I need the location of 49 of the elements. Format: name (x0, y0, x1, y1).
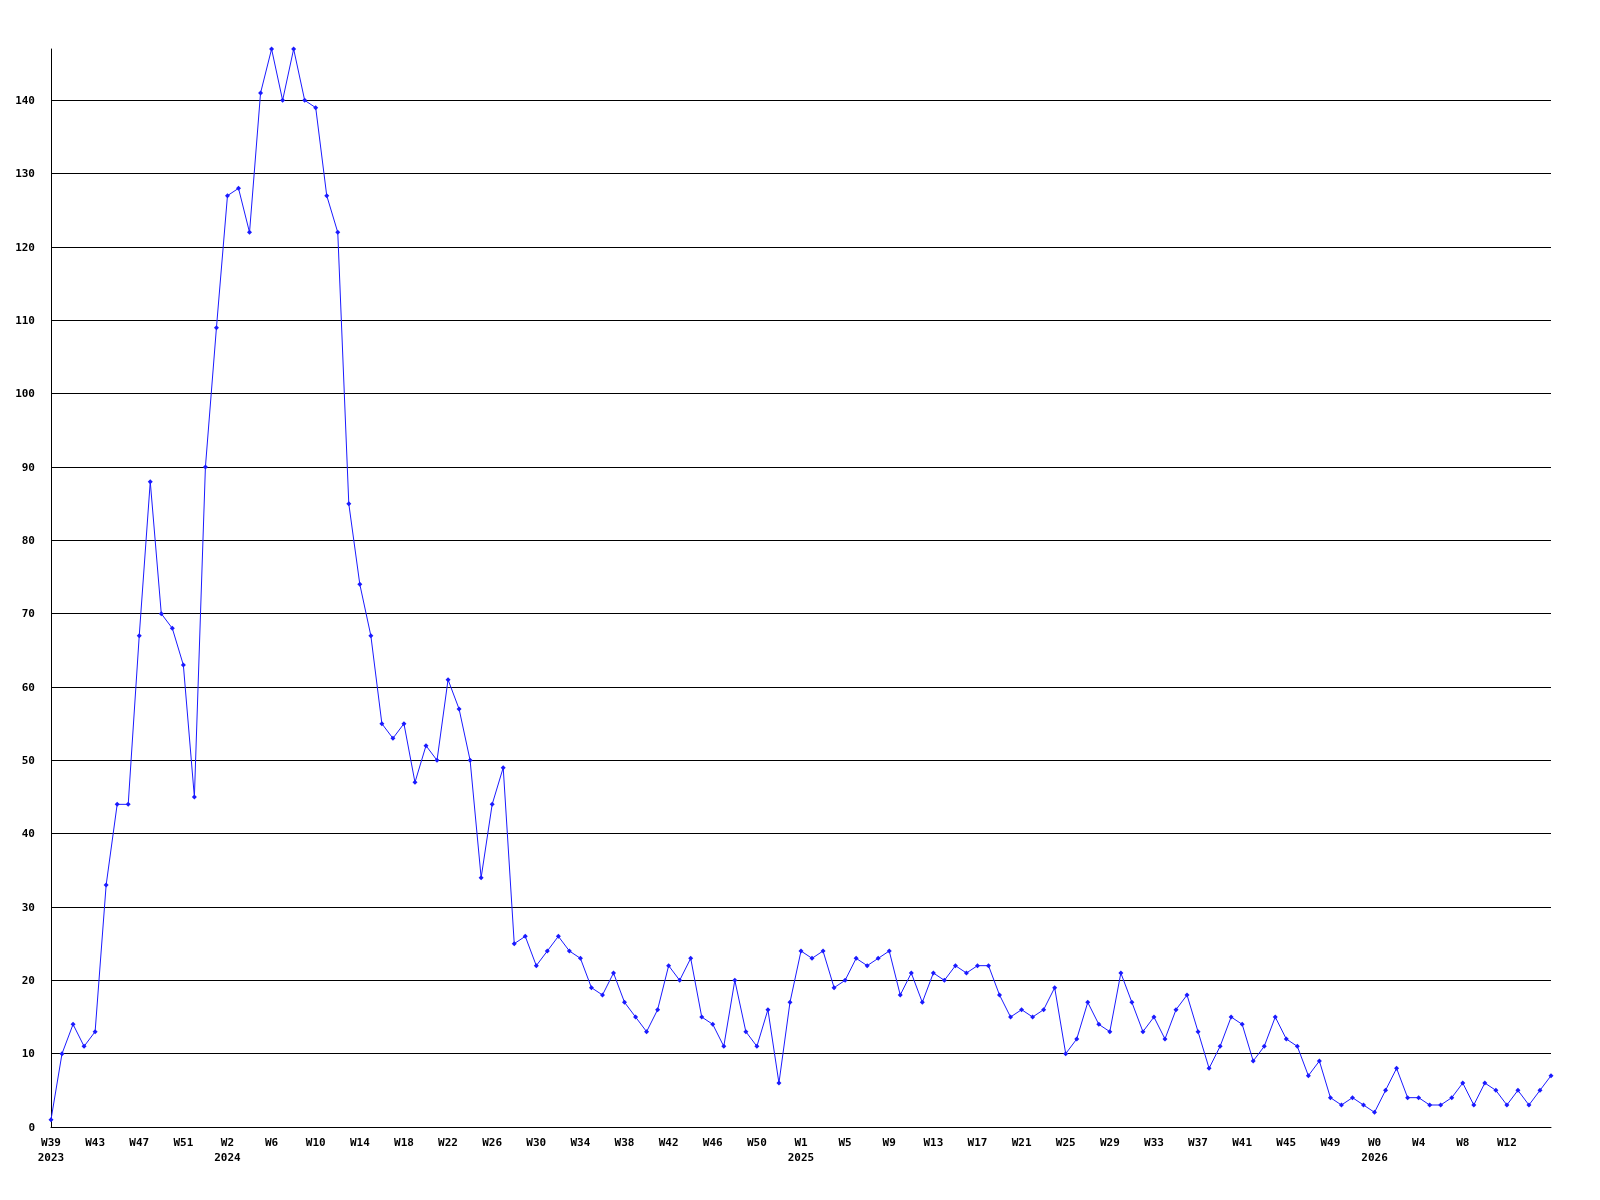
y-tick-label: 100 (15, 387, 35, 401)
x-tick-label: W8 (1456, 1136, 1470, 1149)
x-tick-label: W2 2024 (214, 1136, 242, 1164)
y-tick-label: 20 (21, 973, 35, 987)
x-tick-label: W42 (658, 1136, 679, 1149)
y-tick-label: 60 (21, 680, 35, 694)
x-tick-label: W29 (1099, 1136, 1120, 1149)
x-tick-label: W49 (1320, 1136, 1341, 1149)
y-tick-label: 90 (21, 460, 35, 474)
x-tick-label: W41 (1232, 1136, 1253, 1149)
y-tick-label: 50 (21, 753, 35, 767)
x-tick-label: W47 (129, 1136, 150, 1149)
x-tick-label: W30 (526, 1136, 547, 1149)
x-tick-label: W26 (482, 1136, 503, 1149)
x-tick-label: W5 (838, 1136, 852, 1149)
x-tick-label: W21 (1011, 1136, 1032, 1149)
x-tick-label: W12 (1496, 1136, 1517, 1149)
y-tick-label: 30 (21, 900, 35, 914)
x-tick-label: W51 (173, 1136, 194, 1149)
y-tick-label: 80 (21, 533, 35, 547)
y-tick-label: 0 (28, 1120, 35, 1134)
x-tick-label: W45 (1276, 1136, 1297, 1149)
y-tick-label: 140 (15, 93, 35, 107)
x-tick-label: W37 (1188, 1136, 1208, 1149)
x-tick-label: W14 (349, 1136, 371, 1149)
x-tick-label: W17 (967, 1136, 988, 1149)
x-tick-label: W50 (746, 1136, 767, 1149)
x-tick-label: W4 (1412, 1136, 1426, 1149)
x-tick-label: W6 (264, 1136, 279, 1149)
x-tick-label: W25 (1055, 1136, 1076, 1149)
y-tick-label: 120 (15, 240, 35, 254)
y-tick-label: 130 (15, 167, 35, 181)
x-tick-label: W10 (305, 1136, 326, 1149)
y-tick-label: 10 (21, 1047, 35, 1061)
x-tick-label: W46 (702, 1136, 724, 1149)
y-tick-label: 110 (15, 313, 35, 327)
x-tick-label: W22 (438, 1136, 458, 1149)
y-tick-label: 70 (21, 607, 35, 621)
x-tick-label: W43 (85, 1136, 106, 1149)
y-tick-label: 40 (21, 827, 35, 841)
x-tick-label: W13 (923, 1136, 944, 1149)
x-tick-label: W38 (614, 1136, 635, 1149)
x-tick-label: W33 (1144, 1136, 1164, 1149)
x-tick-label: W0 2026 (1361, 1136, 1389, 1164)
x-tick-label: W1 2025 (787, 1136, 815, 1164)
x-tick-label: W9 (882, 1136, 896, 1149)
x-tick-label: W39 2023 (37, 1136, 65, 1164)
x-tick-label: W34 (570, 1136, 591, 1149)
x-tick-label: W18 (394, 1136, 414, 1149)
